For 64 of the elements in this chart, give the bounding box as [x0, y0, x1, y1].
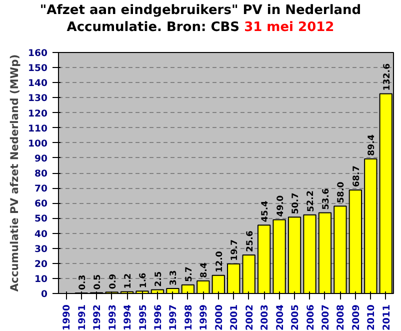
- data-label: 52.2: [306, 190, 316, 212]
- data-label: 8.4: [200, 262, 210, 278]
- y-tick-label: 150: [28, 63, 48, 74]
- data-label: 49.0: [276, 195, 286, 217]
- data-label: 3.3: [169, 270, 180, 286]
- y-tick-label: 10: [34, 274, 48, 285]
- data-label: 68.7: [352, 166, 362, 188]
- data-label: 0.5: [93, 274, 104, 290]
- x-tick-label: 1993: [107, 304, 118, 330]
- y-tick-label: 80: [34, 168, 48, 180]
- data-label: 50.7: [291, 192, 302, 214]
- x-tick-label: 1992: [92, 304, 104, 330]
- data-label: 12.0: [214, 251, 225, 272]
- data-label: 89.4: [367, 134, 378, 156]
- text: 31 mei 2012: [244, 20, 334, 35]
- x-tick-label: 2003: [260, 304, 271, 330]
- y-axis-title: Accumulatie PV afzet Nederland (MWp): [8, 54, 22, 292]
- data-label: 25.6: [245, 230, 256, 252]
- chart-subtitle: Accumulatie. Bron: CBS: [66, 20, 240, 35]
- y-tick-label: 50: [34, 214, 48, 225]
- x-tick-label: 2000: [214, 304, 225, 330]
- x-tick-label: 2011: [381, 304, 392, 330]
- y-tick-label: 130: [28, 93, 48, 104]
- x-tick-label: 2002: [244, 304, 256, 330]
- y-tick-label: 110: [28, 123, 48, 134]
- y-tick-label: 30: [34, 244, 48, 255]
- y-tick-label: 140: [28, 78, 48, 90]
- data-label: 0.3: [78, 274, 88, 290]
- y-tick-label: 0: [41, 289, 48, 300]
- x-tick-label: 1996: [152, 304, 164, 330]
- x-tick-label: 2008: [336, 304, 347, 330]
- data-label: 2.5: [154, 271, 164, 287]
- x-tick-label: 2001: [229, 304, 240, 330]
- x-tick-label: 2004: [274, 304, 286, 330]
- y-tick-label: 40: [34, 228, 48, 240]
- data-label: 132.6: [382, 63, 392, 91]
- x-tick-label: 1994: [122, 304, 134, 330]
- data-label: 53.6: [321, 188, 332, 210]
- data-label: 1.6: [138, 272, 149, 288]
- y-tick-label: 90: [34, 153, 48, 164]
- x-tick-label: 1998: [183, 304, 194, 330]
- x-tick-label: 2010: [366, 304, 378, 330]
- x-tick-label: 1995: [138, 304, 149, 330]
- chart-title: "Afzet aan eindgebruikers" PV in Nederland: [40, 3, 362, 18]
- x-tick-label: 1999: [198, 304, 210, 330]
- x-tick-label: 1997: [168, 304, 180, 330]
- data-label: 0.9: [108, 274, 118, 290]
- data-label: 45.4: [260, 200, 271, 222]
- x-tick-label: 2009: [350, 304, 362, 330]
- data-label: 5.7: [184, 266, 194, 282]
- x-tick-label: 2005: [290, 304, 302, 330]
- y-tick-label: 160: [28, 48, 48, 59]
- y-tick-label: 70: [34, 184, 48, 195]
- x-tick-label: 2007: [320, 304, 332, 330]
- y-tick-label: 100: [28, 138, 48, 150]
- x-tick-label: 1990: [62, 304, 73, 330]
- x-tick-label: 2006: [305, 304, 316, 330]
- x-tick-label: 1991: [76, 304, 88, 330]
- y-tick-label: 20: [34, 258, 48, 270]
- data-label: 19.7: [230, 239, 240, 261]
- y-tick-label: 60: [34, 198, 48, 210]
- data-label: 1.2: [124, 273, 134, 289]
- y-tick-label: 120: [28, 108, 48, 120]
- data-label: 58.0: [336, 182, 347, 204]
